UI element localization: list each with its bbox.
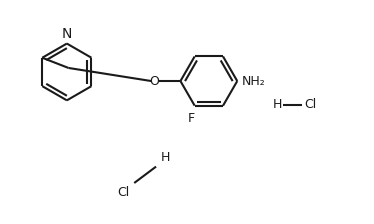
Text: H: H — [160, 151, 170, 164]
Text: NH₂: NH₂ — [242, 75, 266, 88]
Text: F: F — [187, 112, 194, 125]
Text: Cl: Cl — [304, 98, 316, 111]
Text: H: H — [272, 98, 282, 111]
Text: N: N — [62, 27, 72, 41]
Text: Cl: Cl — [117, 186, 130, 199]
Text: O: O — [149, 75, 159, 88]
